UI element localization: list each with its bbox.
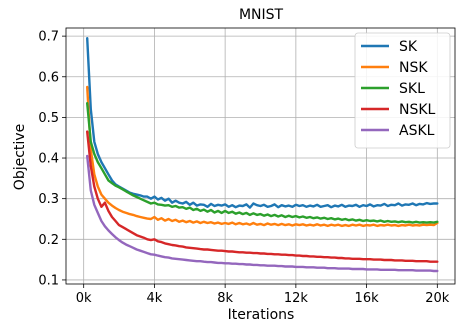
- legend-label-sk: SK: [399, 39, 418, 55]
- legend-label-askl: ASKL: [399, 123, 435, 139]
- x-tick-label: 0k: [76, 291, 92, 306]
- series-line-skl: [85, 101, 439, 224]
- chart-title: MNIST: [239, 7, 284, 23]
- series-line-nsk: [85, 85, 439, 228]
- legend-box: [354, 32, 451, 149]
- x-tick-label: 20k: [425, 291, 450, 306]
- legend: SK NSK SKL NSKL ASKL: [354, 32, 451, 149]
- x-axis: 0k 4k 8k 12k 16k 20k: [76, 284, 450, 306]
- series-line-askl: [85, 154, 439, 273]
- y-tick-label: 0.5: [38, 111, 59, 126]
- x-tick-label: 4k: [147, 291, 163, 306]
- x-axis-label: Iterations: [228, 307, 295, 323]
- series-line-nskl: [85, 130, 439, 263]
- plot-frame: [65, 27, 456, 285]
- x-tick-label: 12k: [284, 291, 309, 306]
- series-lines: [85, 37, 439, 273]
- legend-label-nskl: NSKL: [399, 102, 436, 118]
- series-line-sk: [85, 37, 439, 209]
- x-tick-label: 16k: [355, 291, 380, 306]
- y-tick-label: 0.4: [38, 152, 59, 167]
- legend-label-skl: SKL: [399, 81, 425, 97]
- y-tick-label: 0.6: [38, 70, 59, 85]
- legend-label-nsk: NSK: [399, 60, 428, 76]
- y-axis-label: Objective: [12, 124, 28, 190]
- y-tick-label: 0.3: [38, 192, 59, 207]
- x-tick-label: 8k: [217, 291, 233, 306]
- y-axis: 0.1 0.2 0.3 0.4 0.5 0.6 0.7: [38, 30, 66, 288]
- y-tick-label: 0.7: [38, 30, 59, 45]
- y-tick-label: 0.1: [38, 273, 59, 288]
- y-tick-label: 0.2: [38, 233, 59, 248]
